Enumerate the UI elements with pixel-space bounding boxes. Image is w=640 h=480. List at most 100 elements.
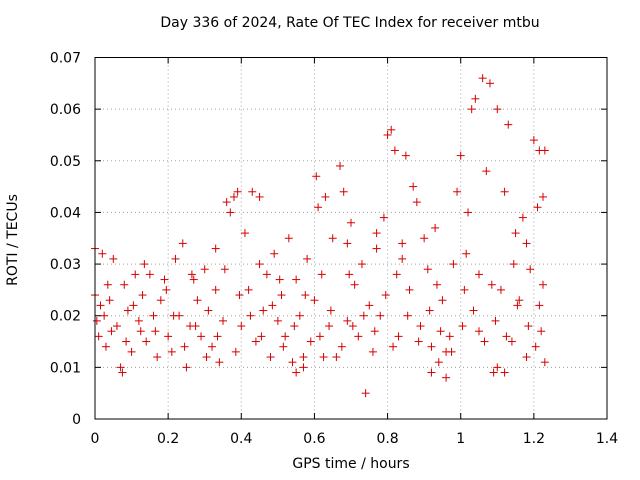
data-point bbox=[383, 130, 392, 139]
y-tick-label: 0.05 bbox=[50, 154, 81, 170]
data-point bbox=[290, 322, 299, 331]
y-tick-label: 0.06 bbox=[50, 102, 81, 118]
data-point bbox=[317, 270, 326, 279]
x-tick-label: 1.2 bbox=[523, 431, 545, 447]
data-point bbox=[211, 285, 220, 294]
data-point bbox=[180, 342, 189, 351]
data-point bbox=[303, 254, 312, 263]
data-point bbox=[292, 275, 301, 284]
y-tick-label: 0 bbox=[72, 412, 81, 428]
data-point bbox=[409, 182, 418, 191]
data-point bbox=[398, 254, 407, 263]
data-point bbox=[244, 285, 253, 294]
data-point bbox=[138, 291, 147, 300]
data-point bbox=[485, 79, 494, 88]
data-point bbox=[500, 187, 509, 196]
data-point bbox=[379, 213, 388, 222]
data-point bbox=[515, 296, 524, 305]
data-point bbox=[471, 94, 480, 103]
data-point bbox=[255, 192, 264, 201]
data-points bbox=[91, 74, 549, 398]
data-point bbox=[524, 322, 533, 331]
data-point bbox=[436, 327, 445, 336]
data-point bbox=[427, 342, 436, 351]
data-point bbox=[169, 311, 178, 320]
data-point bbox=[390, 146, 399, 155]
data-point bbox=[425, 306, 434, 315]
data-point bbox=[208, 342, 217, 351]
data-point bbox=[467, 105, 476, 114]
data-point bbox=[456, 151, 465, 160]
data-point bbox=[178, 239, 187, 248]
data-point bbox=[149, 311, 158, 320]
y-tick-label: 0.04 bbox=[50, 205, 81, 221]
data-point bbox=[231, 347, 240, 356]
data-point bbox=[487, 280, 496, 289]
data-point bbox=[301, 291, 310, 300]
data-point bbox=[136, 327, 145, 336]
data-point bbox=[251, 337, 260, 346]
data-point bbox=[464, 208, 473, 217]
y-tick-label: 0.01 bbox=[50, 360, 81, 376]
data-point bbox=[240, 229, 249, 238]
data-point bbox=[153, 353, 162, 362]
data-point bbox=[200, 265, 209, 274]
x-tick-label: 1 bbox=[456, 431, 465, 447]
data-point bbox=[299, 363, 308, 372]
data-point bbox=[403, 311, 412, 320]
x-tick-label: 0.2 bbox=[157, 431, 179, 447]
data-point bbox=[284, 234, 293, 243]
data-point bbox=[533, 203, 542, 212]
data-point bbox=[328, 234, 337, 243]
data-point bbox=[140, 260, 149, 269]
data-point bbox=[405, 285, 414, 294]
data-point bbox=[531, 342, 540, 351]
data-point bbox=[156, 296, 165, 305]
data-point bbox=[376, 311, 385, 320]
data-point bbox=[235, 291, 244, 300]
data-point bbox=[462, 249, 471, 258]
data-point bbox=[420, 234, 429, 243]
data-point bbox=[434, 358, 443, 367]
data-point bbox=[423, 265, 432, 274]
data-point bbox=[257, 332, 266, 341]
data-point bbox=[513, 301, 522, 310]
data-point bbox=[116, 363, 125, 372]
data-point bbox=[92, 316, 101, 325]
data-point bbox=[237, 322, 246, 331]
data-point bbox=[189, 275, 198, 284]
data-point bbox=[112, 322, 121, 331]
data-point bbox=[312, 172, 321, 181]
data-point bbox=[98, 249, 107, 258]
data-point bbox=[219, 316, 227, 325]
data-point bbox=[270, 249, 279, 258]
data-point bbox=[398, 239, 407, 248]
data-point bbox=[539, 280, 547, 289]
data-point bbox=[118, 368, 127, 377]
data-point bbox=[275, 275, 284, 284]
data-point bbox=[381, 291, 390, 300]
data-point bbox=[343, 316, 352, 325]
data-point bbox=[453, 187, 462, 196]
data-point bbox=[504, 120, 513, 129]
data-point bbox=[365, 301, 374, 310]
y-tick-label: 0.03 bbox=[50, 257, 81, 273]
data-point bbox=[401, 151, 410, 160]
data-point bbox=[123, 306, 132, 315]
data-point bbox=[336, 161, 345, 170]
data-point bbox=[105, 296, 114, 305]
data-point bbox=[122, 337, 131, 346]
data-point bbox=[445, 332, 454, 341]
data-point bbox=[142, 337, 151, 346]
data-point bbox=[191, 322, 200, 331]
data-point bbox=[171, 254, 180, 263]
data-point bbox=[337, 342, 346, 351]
data-point bbox=[277, 291, 286, 300]
data-point bbox=[339, 187, 348, 196]
data-point bbox=[226, 208, 235, 217]
data-point bbox=[350, 280, 359, 289]
data-point bbox=[109, 254, 118, 263]
data-point bbox=[539, 192, 547, 201]
data-point bbox=[295, 311, 304, 320]
data-point bbox=[345, 270, 354, 279]
